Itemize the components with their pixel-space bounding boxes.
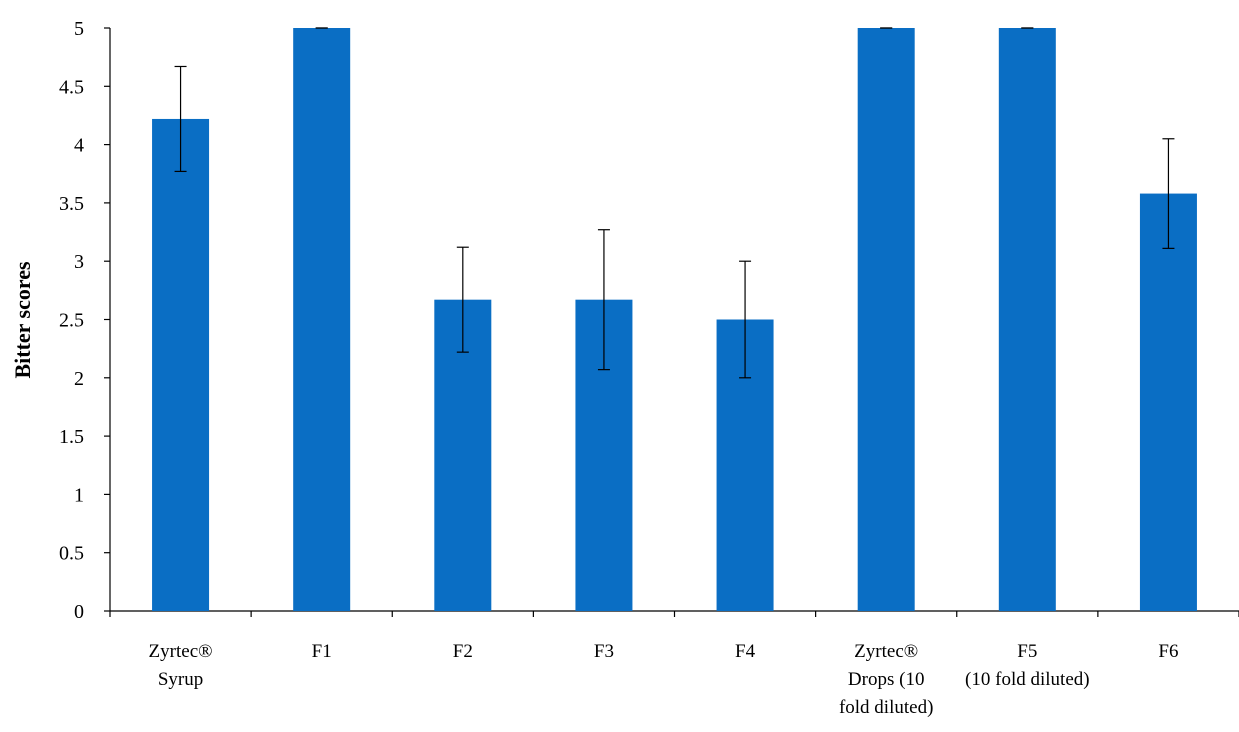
- category-label: F4: [735, 641, 756, 662]
- y-tick-label: 2.5: [59, 310, 84, 332]
- category-label: F1: [312, 641, 332, 662]
- bar: [998, 28, 1056, 611]
- y-tick-label: 1.5: [59, 426, 84, 448]
- bar: [1139, 193, 1197, 611]
- y-tick-label: 1: [74, 484, 84, 506]
- y-tick-label: 5: [74, 18, 84, 40]
- category-label: F2: [453, 641, 473, 662]
- category-label: F6: [1158, 641, 1178, 662]
- category-label-line: F1: [312, 641, 332, 662]
- category-label-line: fold diluted): [839, 697, 933, 718]
- category-label-line: F3: [594, 641, 614, 662]
- category-label-line: F6: [1158, 641, 1178, 662]
- bar: [152, 118, 210, 611]
- y-tick-label: 3: [74, 251, 84, 273]
- category-label: Zyrtec® Syrup: [149, 641, 213, 690]
- category-label-line: Zyrtec®: [854, 641, 918, 662]
- y-ticks: 0 0.5 1 1.5 2 2.5 3 3.5 4 4.5 5: [59, 18, 110, 623]
- category-label-line: Zyrtec®: [149, 641, 213, 662]
- y-axis-title-group: Bitter scores: [10, 261, 35, 379]
- category-label-line: Syrup: [158, 669, 203, 690]
- y-tick-label: 3.5: [59, 193, 84, 215]
- category-label-line: (10 fold diluted): [965, 669, 1090, 690]
- y-tick-label: 0.5: [59, 543, 84, 565]
- category-label-line: F5: [1017, 641, 1037, 662]
- category-label-line: F4: [735, 641, 756, 662]
- category-label: Zyrtec® Drops (10 fold diluted): [839, 641, 933, 718]
- category-label-line: Drops (10: [848, 669, 925, 690]
- y-tick-label: 4: [74, 135, 84, 157]
- category-label: F3: [594, 641, 614, 662]
- y-tick-label: 0: [74, 601, 84, 623]
- bar: [293, 28, 351, 611]
- bar: [857, 28, 915, 611]
- axes: [109, 28, 1239, 617]
- category-labels: Zyrtec® Syrup F1 F2 F3 F4 Zyrtec® Drops (10 fold…: [149, 641, 1179, 718]
- y-tick-label: 4.5: [59, 76, 84, 98]
- y-tick-label: 2: [74, 368, 84, 390]
- category-label-line: F2: [453, 641, 473, 662]
- y-axis-title: Bitter scores: [10, 261, 35, 379]
- bars: [152, 28, 1197, 611]
- category-label: F5 (10 fold diluted): [965, 641, 1090, 690]
- error-bars: [174, 27, 1175, 379]
